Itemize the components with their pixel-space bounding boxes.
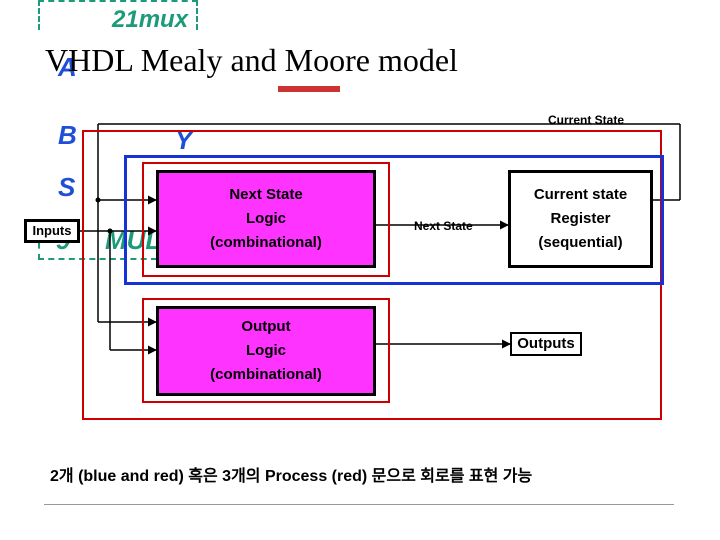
footer-rule: [44, 504, 674, 505]
inputs-block: Inputs: [24, 219, 80, 243]
nextstate-line2: Logic: [246, 207, 286, 231]
output-line3: (combinational): [210, 363, 322, 387]
mux-port-b: B: [58, 120, 77, 151]
nextstate-line3: (combinational): [210, 231, 322, 255]
nextstate-line1: Next State: [229, 183, 302, 207]
currstate-line1: Current state: [534, 183, 627, 207]
footnote: 2개 (blue and red) 혹은 3개의 Process (red) 문…: [50, 462, 532, 486]
output-logic-block: Output Logic (combinational): [156, 306, 376, 396]
current-state-register-block: Current state Register (sequential): [508, 170, 653, 268]
mux-label: 21mux: [112, 6, 188, 34]
inputs-label: Inputs: [33, 221, 72, 242]
current-state-wire-label: Current State: [548, 113, 624, 127]
title-underline: [278, 86, 340, 92]
next-state-wire-label: Next State: [414, 219, 473, 233]
output-line1: Output: [241, 315, 290, 339]
outputs-block: Outputs: [510, 332, 582, 356]
currstate-line2: Register: [550, 207, 610, 231]
output-line2: Logic: [246, 339, 286, 363]
page-title: VHDL Mealy and Moore model: [45, 42, 458, 79]
outputs-label: Outputs: [517, 332, 575, 356]
mux-port-s: S: [58, 172, 75, 203]
next-state-logic-block: Next State Logic (combinational): [156, 170, 376, 268]
currstate-line3: (sequential): [538, 231, 622, 255]
